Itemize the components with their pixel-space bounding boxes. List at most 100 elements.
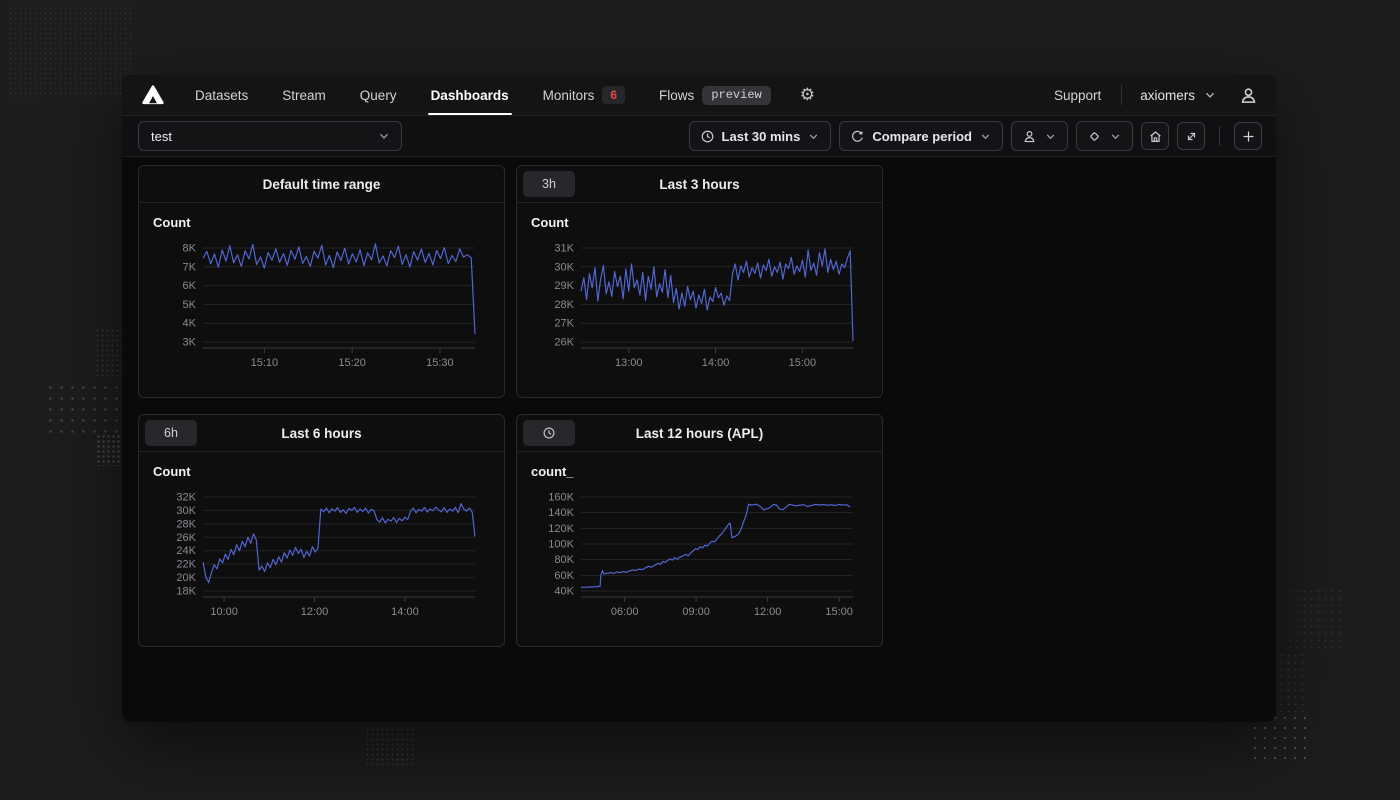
- svg-text:28K: 28K: [554, 299, 574, 311]
- svg-text:30K: 30K: [554, 261, 574, 273]
- dashboard-panel: 3hLast 3 hours Count 31K 30K 29K 28K 27K 26K 13:…: [516, 165, 883, 398]
- svg-text:24K: 24K: [176, 545, 196, 557]
- panel-header: Default time range: [139, 166, 504, 203]
- background-pattern: [1287, 588, 1345, 650]
- home-button[interactable]: [1141, 122, 1169, 150]
- svg-text:29K: 29K: [554, 280, 574, 292]
- nav-item-monitors[interactable]: Monitors6: [526, 75, 642, 115]
- svg-text:30K: 30K: [176, 505, 196, 517]
- svg-text:15:00: 15:00: [789, 357, 817, 369]
- nav-item-dashboards[interactable]: Dashboards: [414, 75, 526, 115]
- support-link[interactable]: Support: [1038, 88, 1117, 103]
- svg-text:26K: 26K: [554, 337, 574, 349]
- svg-text:15:20: 15:20: [338, 357, 366, 369]
- nav-item-label: Stream: [282, 88, 326, 103]
- panel-chart[interactable]: 8K7K6K5K4K3K15:1015:2015:30: [153, 238, 490, 388]
- svg-text:13:00: 13:00: [615, 357, 643, 369]
- svg-text:60K: 60K: [554, 570, 574, 582]
- dashboard-panel: 6hLast 6 hours Count 32K30K28K 26K24K 22K20K…: [138, 414, 505, 647]
- clock-icon: [700, 129, 715, 144]
- diamond-icon: [1087, 129, 1102, 144]
- owner-filter-button[interactable]: [1011, 121, 1068, 151]
- plus-icon: [1241, 129, 1256, 144]
- series-label: Count: [531, 215, 868, 230]
- org-switcher[interactable]: axiomers: [1126, 88, 1231, 103]
- svg-text:31K: 31K: [554, 243, 574, 255]
- svg-text:3K: 3K: [183, 337, 197, 349]
- svg-text:140K: 140K: [548, 507, 574, 519]
- user-avatar-icon[interactable]: [1235, 86, 1262, 105]
- svg-text:22K: 22K: [176, 559, 196, 571]
- panel-header: 3hLast 3 hours: [517, 166, 882, 203]
- person-icon: [1022, 129, 1037, 144]
- add-panel-button[interactable]: [1234, 122, 1262, 150]
- background-pattern: [365, 727, 415, 765]
- chevron-down-icon: [377, 129, 391, 143]
- panel-clock-badge: [523, 420, 575, 446]
- chevron-down-icon: [1109, 130, 1122, 143]
- preview-tag-badge: preview: [702, 86, 770, 105]
- panel-chart[interactable]: 160K140K120K100K80K60K40K06:0009:0012:00…: [531, 487, 868, 637]
- panel-header: 6hLast 6 hours: [139, 415, 504, 452]
- svg-text:14:00: 14:00: [702, 357, 730, 369]
- svg-text:160K: 160K: [548, 492, 574, 504]
- dashboard-select-value: test: [151, 129, 172, 144]
- compare-period-label: Compare period: [872, 129, 972, 144]
- home-icon: [1148, 129, 1163, 144]
- svg-text:40K: 40K: [554, 586, 574, 598]
- time-range-button[interactable]: Last 30 mins: [689, 121, 832, 151]
- svg-text:20K: 20K: [176, 572, 196, 584]
- svg-text:15:30: 15:30: [426, 357, 454, 369]
- svg-text:27K: 27K: [554, 318, 574, 330]
- settings-gear-icon[interactable]: ⚙: [788, 75, 827, 115]
- chevron-down-icon: [1203, 88, 1217, 102]
- panel-header: Last 12 hours (APL): [517, 415, 882, 452]
- series-label: Count: [153, 464, 490, 479]
- background-pattern: [96, 434, 122, 466]
- compare-period-button[interactable]: Compare period: [839, 121, 1003, 151]
- dashboard-select[interactable]: test: [138, 121, 402, 151]
- svg-text:7K: 7K: [183, 261, 197, 273]
- svg-text:28K: 28K: [176, 518, 196, 530]
- svg-text:18K: 18K: [176, 586, 196, 598]
- dashboard-content: Default time rangeCount8K7K6K5K4K3K15:10…: [122, 157, 1276, 722]
- panel-chart[interactable]: 31K 30K 29K 28K 27K 26K 13:00 14:00 15:00: [531, 238, 868, 388]
- chevron-down-icon: [807, 130, 820, 143]
- chevron-down-icon: [979, 130, 992, 143]
- nav-item-datasets[interactable]: Datasets: [178, 75, 265, 115]
- panel-title: Last 12 hours (APL): [636, 426, 764, 441]
- axiom-logo[interactable]: [128, 75, 178, 115]
- background-pattern: [8, 6, 133, 98]
- panel-title: Last 3 hours: [659, 177, 739, 192]
- panel-time-badge: 6h: [145, 420, 197, 446]
- svg-text:120K: 120K: [548, 523, 574, 535]
- background-pattern: [95, 328, 122, 378]
- fullscreen-button[interactable]: [1177, 122, 1205, 150]
- svg-text:26K: 26K: [176, 532, 196, 544]
- nav-item-stream[interactable]: Stream: [265, 75, 343, 115]
- nav-item-flows[interactable]: Flows preview: [642, 75, 788, 115]
- svg-text:14:00: 14:00: [391, 606, 419, 618]
- monitors-count-badge: 6: [602, 86, 625, 104]
- time-range-label: Last 30 mins: [722, 129, 801, 144]
- svg-text:10:00: 10:00: [210, 606, 238, 618]
- nav-item-label: Flows: [659, 88, 694, 103]
- nav-item-query[interactable]: Query: [343, 75, 414, 115]
- toolbar-divider: [1219, 126, 1220, 146]
- series-label: count_: [531, 464, 868, 479]
- view-options-button[interactable]: [1076, 121, 1133, 151]
- top-nav: DatasetsStreamQueryDashboardsMonitors6Fl…: [122, 75, 1276, 116]
- svg-text:80K: 80K: [554, 554, 574, 566]
- svg-text:32K: 32K: [176, 492, 196, 504]
- clock-icon: [542, 426, 556, 440]
- dashboard-panel: Default time rangeCount8K7K6K5K4K3K15:10…: [138, 165, 505, 398]
- svg-text:12:00: 12:00: [301, 606, 329, 618]
- svg-text:15:10: 15:10: [251, 357, 279, 369]
- panel-chart[interactable]: 32K30K28K 26K24K 22K20K 18K 10:00 12:00 14:00: [153, 487, 490, 637]
- nav-item-label: Query: [360, 88, 397, 103]
- chevron-down-icon: [1044, 130, 1057, 143]
- expand-arrows-icon: [1184, 129, 1199, 144]
- app-window: DatasetsStreamQueryDashboardsMonitors6Fl…: [122, 75, 1276, 722]
- nav-item-label: Datasets: [195, 88, 248, 103]
- svg-text:15:00: 15:00: [825, 606, 853, 618]
